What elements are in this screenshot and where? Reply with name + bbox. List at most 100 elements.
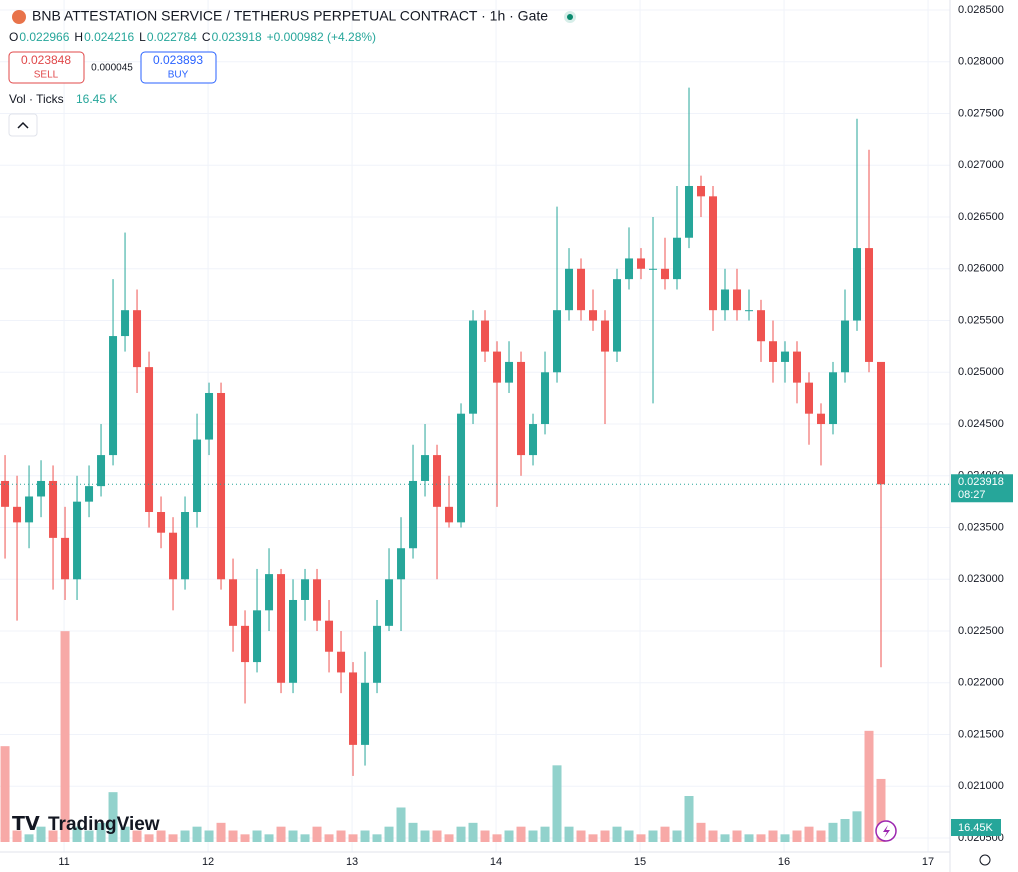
- candle-body: [829, 372, 838, 425]
- volume-bar: [288, 830, 298, 842]
- candles: [0, 87, 950, 776]
- volume-bar: [516, 826, 526, 842]
- buy-price: 0.023893: [153, 53, 203, 67]
- ohlc-value: 0.024216: [84, 30, 134, 44]
- volume-bar: [372, 834, 382, 842]
- y-tick-label: 0.028500: [958, 4, 1004, 16]
- volume-bar: [864, 730, 874, 842]
- y-tick-label: 0.027500: [958, 107, 1004, 119]
- candle-body: [253, 610, 262, 663]
- y-tick-label: 0.028000: [958, 56, 1004, 68]
- candle-body: [553, 310, 562, 373]
- candle-body: [409, 480, 418, 549]
- volume-bar: [612, 826, 622, 842]
- candle-body: [325, 620, 334, 652]
- countdown: 08:27: [958, 489, 986, 501]
- volume-title: Vol · Ticks: [9, 92, 64, 106]
- buy-button[interactable]: [140, 51, 217, 84]
- volume-bar: [120, 826, 130, 842]
- volume-bar: [648, 830, 658, 842]
- volume-bar: [552, 765, 562, 842]
- volume-bar: [204, 830, 214, 842]
- volume-bar: [492, 834, 502, 842]
- sell-price: 0.023848: [21, 53, 71, 67]
- volume-legend: 16.45 K: [76, 92, 117, 106]
- volume-bar: [336, 830, 346, 842]
- volume-bar: [480, 830, 490, 842]
- volume-bar: [624, 830, 634, 842]
- volume-bar: [816, 830, 826, 842]
- volume-bar: [96, 822, 106, 842]
- candle-body: [133, 310, 142, 368]
- candle-body: [1, 480, 10, 507]
- change: +0.000982 (+4.28%): [267, 30, 376, 44]
- candle-body: [13, 506, 22, 523]
- x-tick-label: 14: [490, 856, 502, 868]
- volume-bar: [36, 826, 46, 842]
- candle-body: [145, 367, 154, 513]
- candle-body: [853, 248, 862, 321]
- volume-bar: [144, 834, 154, 842]
- candle-body: [313, 579, 322, 621]
- volume-bar: [12, 830, 22, 842]
- candle-body: [721, 289, 730, 311]
- volume-bar: [240, 834, 250, 842]
- settings-icon[interactable]: [979, 854, 991, 866]
- ohlc-value: 0.023918: [212, 30, 262, 44]
- candle-body: [85, 486, 94, 502]
- volume-bar: [732, 830, 742, 842]
- volume-bar: [696, 822, 706, 842]
- x-tick-label: 15: [634, 856, 646, 868]
- volume-bar: [636, 834, 646, 842]
- volume-bar: [312, 826, 322, 842]
- candle-body: [613, 279, 622, 352]
- candle-body: [505, 361, 514, 383]
- candle-body: [61, 537, 70, 580]
- candle-body: [361, 682, 370, 745]
- candle-body: [457, 413, 466, 523]
- y-tick-label: 0.025000: [958, 366, 1004, 378]
- axes: 0.0205000.0210000.0215000.0220000.022500…: [58, 4, 1013, 868]
- candle-body: [109, 336, 118, 456]
- volume-bar: [108, 792, 118, 842]
- volume-bar: [768, 830, 778, 842]
- volume-bar: [180, 830, 190, 842]
- volume-bar: [252, 830, 262, 842]
- candle-body: [205, 392, 214, 440]
- volume-bar: [672, 830, 682, 842]
- volume-bar: [216, 822, 226, 842]
- volume-bar: [228, 830, 238, 842]
- candle-body: [421, 455, 430, 481]
- candle-body: [373, 625, 382, 683]
- candle-body: [625, 258, 634, 280]
- candle-body: [661, 268, 670, 280]
- ohlc-key: H: [74, 30, 83, 44]
- y-tick-label: 0.023000: [958, 573, 1004, 585]
- y-tick-label: 0.022500: [958, 625, 1004, 637]
- candle-body: [289, 599, 298, 683]
- volume-bar: [156, 830, 166, 842]
- candle-body: [241, 625, 250, 663]
- ohlc-value: 0.022784: [147, 30, 197, 44]
- candle-body: [469, 320, 478, 414]
- candle-body: [541, 372, 550, 425]
- candle-body: [601, 320, 610, 352]
- symbol-icon: [12, 10, 26, 24]
- last-price-badge: [951, 474, 1013, 503]
- candle-body: [265, 574, 274, 611]
- candle-body: [181, 512, 190, 580]
- buy-label: BUY: [168, 70, 189, 81]
- candle-body: [745, 310, 754, 312]
- y-tick-label: 0.024500: [958, 418, 1004, 430]
- candle-body: [769, 341, 778, 362]
- x-tick-label: 17: [922, 856, 934, 868]
- volume-bar: [168, 834, 178, 842]
- candle-body: [217, 392, 226, 580]
- collapse-button[interactable]: [8, 113, 38, 137]
- candle-body: [121, 310, 130, 337]
- ohlc-key: O: [9, 30, 18, 44]
- volume-bar: [804, 826, 814, 842]
- candle-body: [757, 310, 766, 342]
- sell-button[interactable]: [8, 51, 85, 84]
